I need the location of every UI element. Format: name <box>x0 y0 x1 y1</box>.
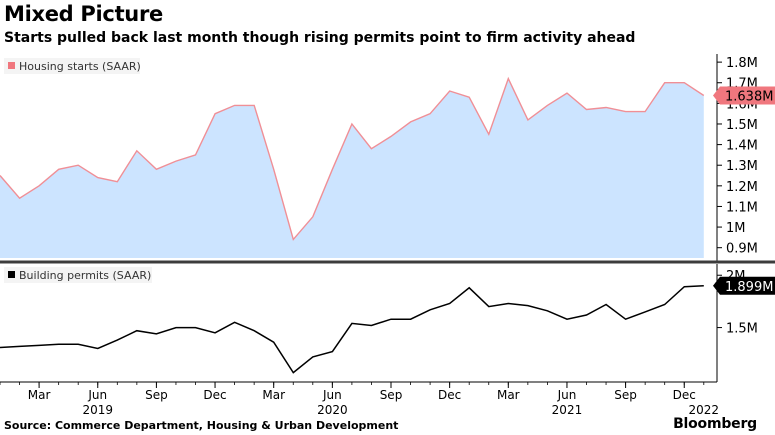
x-month-label: Sep <box>614 388 637 402</box>
housing-starts-legend-box <box>4 58 140 74</box>
x-month-label: Jun <box>322 388 342 402</box>
housing-starts-legend-label: Housing starts (SAAR) <box>19 60 141 73</box>
x-year-label: 2020 <box>317 403 348 415</box>
building-permits-latest-label: 1.899M <box>725 280 773 295</box>
x-year-label: 2022 <box>689 403 720 415</box>
building-permits-y-tick-label: 1.5M <box>726 322 758 337</box>
housing-starts-latest-badge <box>713 86 775 105</box>
housing-starts-area <box>0 78 704 258</box>
housing-starts-y-tick-label: 1.8M <box>726 56 758 71</box>
housing-starts-y-tick-label: 1.1M <box>726 200 758 215</box>
housing-starts-panel: Housing starts (SAAR) 0.9M 1M 1.1M 1.2M 1.3M 1… <box>0 54 775 264</box>
x-month-label: Mar <box>262 388 285 402</box>
housing-starts-y-tick-label: 0.9M <box>726 242 758 257</box>
x-month-label: Dec <box>673 388 696 402</box>
building-permits-line <box>0 285 704 374</box>
housing-starts-y-tick-label: 1.2M <box>726 180 758 195</box>
x-month-label: Sep <box>145 388 168 402</box>
building-permits-legend-box <box>4 267 152 283</box>
source-note: Source: Commerce Department, Housing & U… <box>4 419 399 432</box>
x-month-label: Dec <box>438 388 461 402</box>
building-permits-latest-badge <box>713 276 775 295</box>
brand-logo: Bloomberg <box>673 416 757 432</box>
x-month-label: Mar <box>28 388 51 402</box>
building-permits-legend-swatch <box>8 271 15 278</box>
housing-starts-y-tick-label: 1.3M <box>726 159 758 174</box>
x-month-label: Mar <box>497 388 520 402</box>
x-year-label: 2021 <box>552 403 583 415</box>
x-month-label: Dec <box>203 388 226 402</box>
housing-starts-latest-label: 1.638M <box>725 90 773 105</box>
building-permits-legend-label: Building permits (SAAR) <box>19 269 151 282</box>
x-month-label: Sep <box>380 388 403 402</box>
panel-divider <box>0 260 775 264</box>
housing-starts-y-tick-label: 1M <box>726 221 746 236</box>
housing-starts-legend-swatch <box>8 62 15 69</box>
x-axis: Mar Jun Sep Dec Mar Jun Sep Dec Mar Jun Sep Dec 2019… <box>0 381 720 415</box>
housing-starts-y-tick-label: 1.4M <box>726 139 758 154</box>
chart-area: Housing starts (SAAR) 0.9M 1M 1.1M 1.2M 1.3M 1… <box>0 54 775 415</box>
housing-starts-y-tick-label: 1.5M <box>726 118 758 133</box>
x-year-label: 2019 <box>82 403 113 415</box>
chart-title: Mixed Picture <box>4 2 163 26</box>
chart-subtitle: Starts pulled back last month though ris… <box>4 30 636 46</box>
x-month-label: Jun <box>87 388 107 402</box>
x-month-label: Jun <box>557 388 577 402</box>
